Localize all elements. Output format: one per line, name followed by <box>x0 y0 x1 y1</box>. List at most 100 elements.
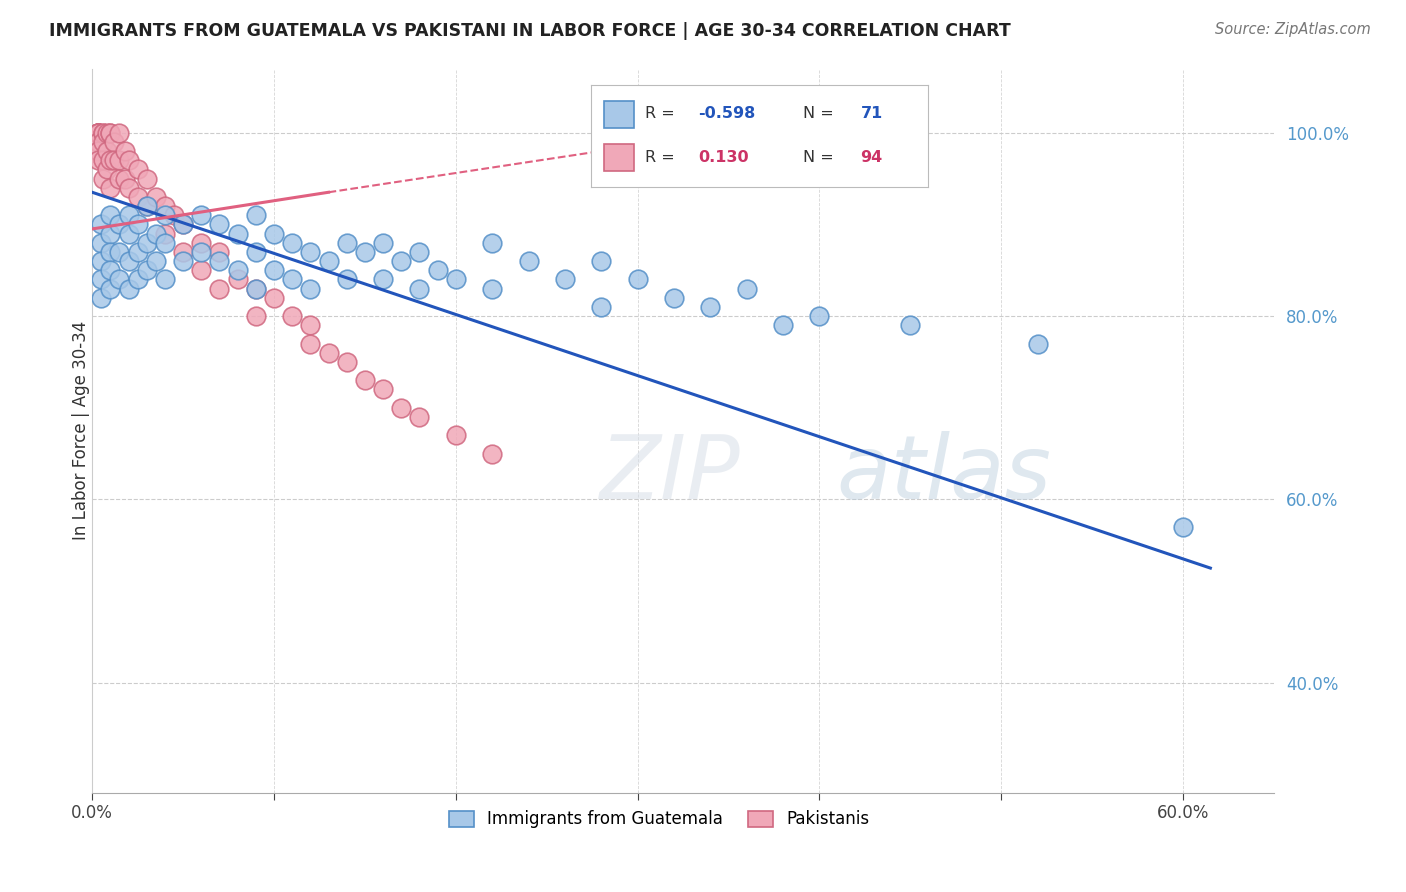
Text: atlas: atlas <box>837 431 1052 517</box>
Point <box>299 281 322 295</box>
Point <box>91 153 114 168</box>
Point <box>86 126 108 140</box>
Point <box>91 171 114 186</box>
Point <box>127 162 149 177</box>
Text: IMMIGRANTS FROM GUATEMALA VS PAKISTANI IN LABOR FORCE | AGE 30-34 CORRELATION CH: IMMIGRANTS FROM GUATEMALA VS PAKISTANI I… <box>49 22 1011 40</box>
Point <box>299 318 322 333</box>
Point <box>408 281 430 295</box>
Point <box>117 227 139 241</box>
Point <box>354 373 377 387</box>
Point <box>408 409 430 424</box>
Point <box>299 244 322 259</box>
Point <box>114 144 136 158</box>
Point <box>153 208 176 222</box>
Text: N =: N = <box>803 150 839 164</box>
Point <box>190 244 212 259</box>
Point <box>98 227 121 241</box>
Point <box>772 318 794 333</box>
Point <box>91 126 114 140</box>
Point <box>90 254 112 268</box>
Point <box>444 428 467 442</box>
Point <box>114 171 136 186</box>
Point <box>172 218 194 232</box>
Point <box>226 263 249 277</box>
Point <box>172 244 194 259</box>
Point <box>245 208 267 222</box>
Point <box>481 235 503 250</box>
Point <box>172 218 194 232</box>
Bar <box>605 145 634 171</box>
Text: -0.598: -0.598 <box>699 106 756 121</box>
Point <box>90 291 112 305</box>
Point <box>190 263 212 277</box>
Text: Source: ZipAtlas.com: Source: ZipAtlas.com <box>1215 22 1371 37</box>
Point <box>299 336 322 351</box>
Point <box>627 272 650 286</box>
Text: R =: R = <box>644 150 679 164</box>
Legend: Immigrants from Guatemala, Pakistanis: Immigrants from Guatemala, Pakistanis <box>443 804 876 835</box>
Point <box>86 135 108 149</box>
Point <box>86 126 108 140</box>
Point <box>554 272 576 286</box>
Point <box>336 272 359 286</box>
Point <box>127 190 149 204</box>
Text: 71: 71 <box>860 106 883 121</box>
Point <box>281 235 304 250</box>
Point <box>145 190 167 204</box>
Point <box>98 153 121 168</box>
Point <box>98 281 121 295</box>
Point <box>153 199 176 213</box>
Point <box>91 126 114 140</box>
Point <box>153 235 176 250</box>
Text: 94: 94 <box>860 150 883 164</box>
Point <box>127 218 149 232</box>
Point <box>481 281 503 295</box>
Point <box>208 254 231 268</box>
Point <box>98 208 121 222</box>
Point <box>145 254 167 268</box>
Point <box>90 235 112 250</box>
Point <box>263 263 285 277</box>
Point <box>190 208 212 222</box>
Point <box>135 199 157 213</box>
Point <box>371 272 394 286</box>
Point <box>117 254 139 268</box>
Text: ZIP: ZIP <box>600 431 741 517</box>
Point <box>96 126 118 140</box>
Point <box>98 180 121 194</box>
Point <box>263 227 285 241</box>
Point <box>91 135 114 149</box>
Point <box>318 254 340 268</box>
Point <box>127 272 149 286</box>
Point <box>86 126 108 140</box>
Point <box>208 281 231 295</box>
Y-axis label: In Labor Force | Age 30-34: In Labor Force | Age 30-34 <box>72 321 90 541</box>
Point <box>117 208 139 222</box>
Point <box>135 171 157 186</box>
Point <box>591 300 613 314</box>
Point <box>336 235 359 250</box>
Point <box>86 126 108 140</box>
Point <box>336 355 359 369</box>
Point <box>318 345 340 359</box>
Point <box>90 272 112 286</box>
Point <box>98 126 121 140</box>
Point <box>96 162 118 177</box>
Point <box>108 126 131 140</box>
Point <box>208 218 231 232</box>
Point <box>735 281 758 295</box>
Point <box>127 244 149 259</box>
Point <box>245 309 267 323</box>
Point <box>281 309 304 323</box>
Point <box>98 126 121 140</box>
Point <box>86 126 108 140</box>
Point <box>808 309 831 323</box>
Point <box>103 135 125 149</box>
Point <box>208 244 231 259</box>
Point <box>898 318 921 333</box>
Point <box>135 235 157 250</box>
Bar <box>605 101 634 128</box>
Point <box>481 446 503 460</box>
Point <box>108 272 131 286</box>
Text: R =: R = <box>644 106 679 121</box>
